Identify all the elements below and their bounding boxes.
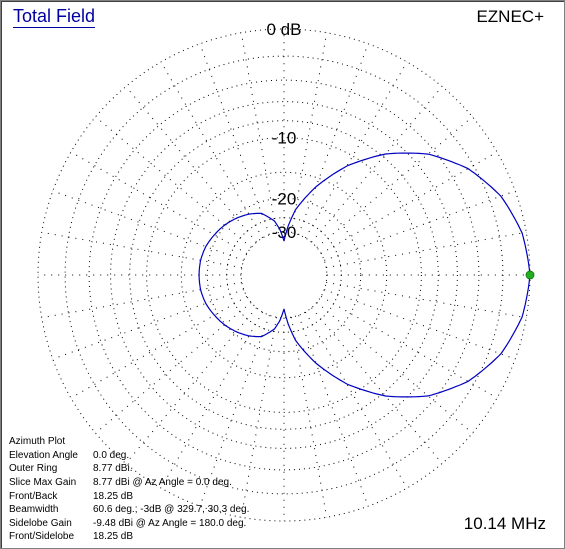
info-label: Sidelobe Gain	[9, 517, 72, 529]
info-value: 8.77 dBi @ Az Angle = 0.0 deg.	[93, 477, 232, 489]
info-label: Front/Sidelobe	[9, 531, 75, 543]
info-row-max-gain: Slice Max Gain 8.77 dBi @ Az Angle = 0.0…	[9, 476, 249, 490]
spoke-220	[95, 302, 252, 434]
spoke-310	[311, 307, 443, 464]
info-row-front-sidelobe: Front/Sidelobe 18.25 dB	[9, 530, 249, 544]
spoke-340	[324, 289, 516, 360]
spoke-320	[316, 302, 473, 434]
ring-label: -10	[272, 129, 297, 148]
spoke-300	[304, 311, 408, 489]
spoke-80	[290, 32, 328, 233]
info-value: 60.6 deg.; -3dB @ 329.7, 30.3 deg.	[93, 504, 250, 516]
ring-labels: 0 dB -10 -20 -30	[267, 20, 302, 242]
frequency-label: 10.14 MHz	[463, 514, 546, 533]
ring-m10db	[146, 137, 422, 413]
spoke-200	[52, 289, 244, 360]
info-label: Elevation Angle	[9, 449, 78, 461]
ring-m20db	[206, 197, 362, 353]
ring-m6db	[110, 101, 458, 449]
pattern-trace	[198, 152, 531, 398]
info-row-elevation: Elevation Angle 0.0 deg.	[9, 449, 249, 463]
spoke-330	[320, 295, 498, 399]
info-value: 8.77 dBi.	[93, 463, 133, 475]
info-value: -9.48 dBi @ Az Angle = 180.0 deg.	[93, 517, 247, 529]
spoke-120	[160, 61, 264, 239]
spoke-140	[95, 116, 252, 248]
ring-m30db	[240, 231, 328, 319]
spoke-150	[70, 151, 248, 255]
spoke-280	[290, 317, 328, 518]
info-label: Slice Max Gain	[9, 477, 77, 489]
info-title: Azimuth Plot	[9, 436, 66, 448]
info-value: 18.25 dB	[93, 531, 134, 543]
info-value: 18.25 dB	[93, 490, 134, 502]
spoke-50	[311, 86, 443, 243]
plot-title: Total Field	[13, 6, 96, 28]
spoke-60	[304, 61, 408, 239]
spoke-20	[324, 190, 516, 261]
info-label: Front/Back	[9, 490, 58, 502]
spoke-130	[125, 86, 257, 243]
spoke-210	[70, 295, 248, 399]
info-panel: Azimuth Plot Elevation Angle 0.0 deg. Ou…	[9, 435, 249, 544]
app-brand: EZNEC+	[476, 7, 544, 26]
max-gain-marker	[525, 270, 535, 280]
info-label: Beamwidth	[9, 504, 59, 516]
info-value: 0.0 deg.	[93, 449, 130, 461]
info-row-front-back: Front/Back 18.25 dB	[9, 490, 249, 504]
info-label: Outer Ring	[9, 463, 58, 475]
info-row-sidelobe: Sidelobe Gain -9.48 dBi @ Az Angle = 180…	[9, 517, 249, 531]
ring-label: 0 dB	[267, 20, 302, 39]
spoke-30	[320, 151, 498, 255]
info-row-beamwidth: Beamwidth 60.6 deg.; -3dB @ 329.7, 30.3 …	[9, 503, 249, 517]
spoke-160	[52, 190, 244, 261]
ring-m8db	[129, 120, 439, 430]
info-row-outer-ring: Outer Ring 8.77 dBi.	[9, 462, 249, 476]
ring-m15db	[180, 171, 388, 379]
spoke-40	[316, 116, 473, 248]
ring-label: -30	[272, 223, 297, 242]
ring-m4db	[88, 79, 480, 471]
ring-m2db	[64, 55, 504, 495]
ring-label: -20	[272, 189, 297, 208]
spoke-70	[298, 43, 369, 235]
